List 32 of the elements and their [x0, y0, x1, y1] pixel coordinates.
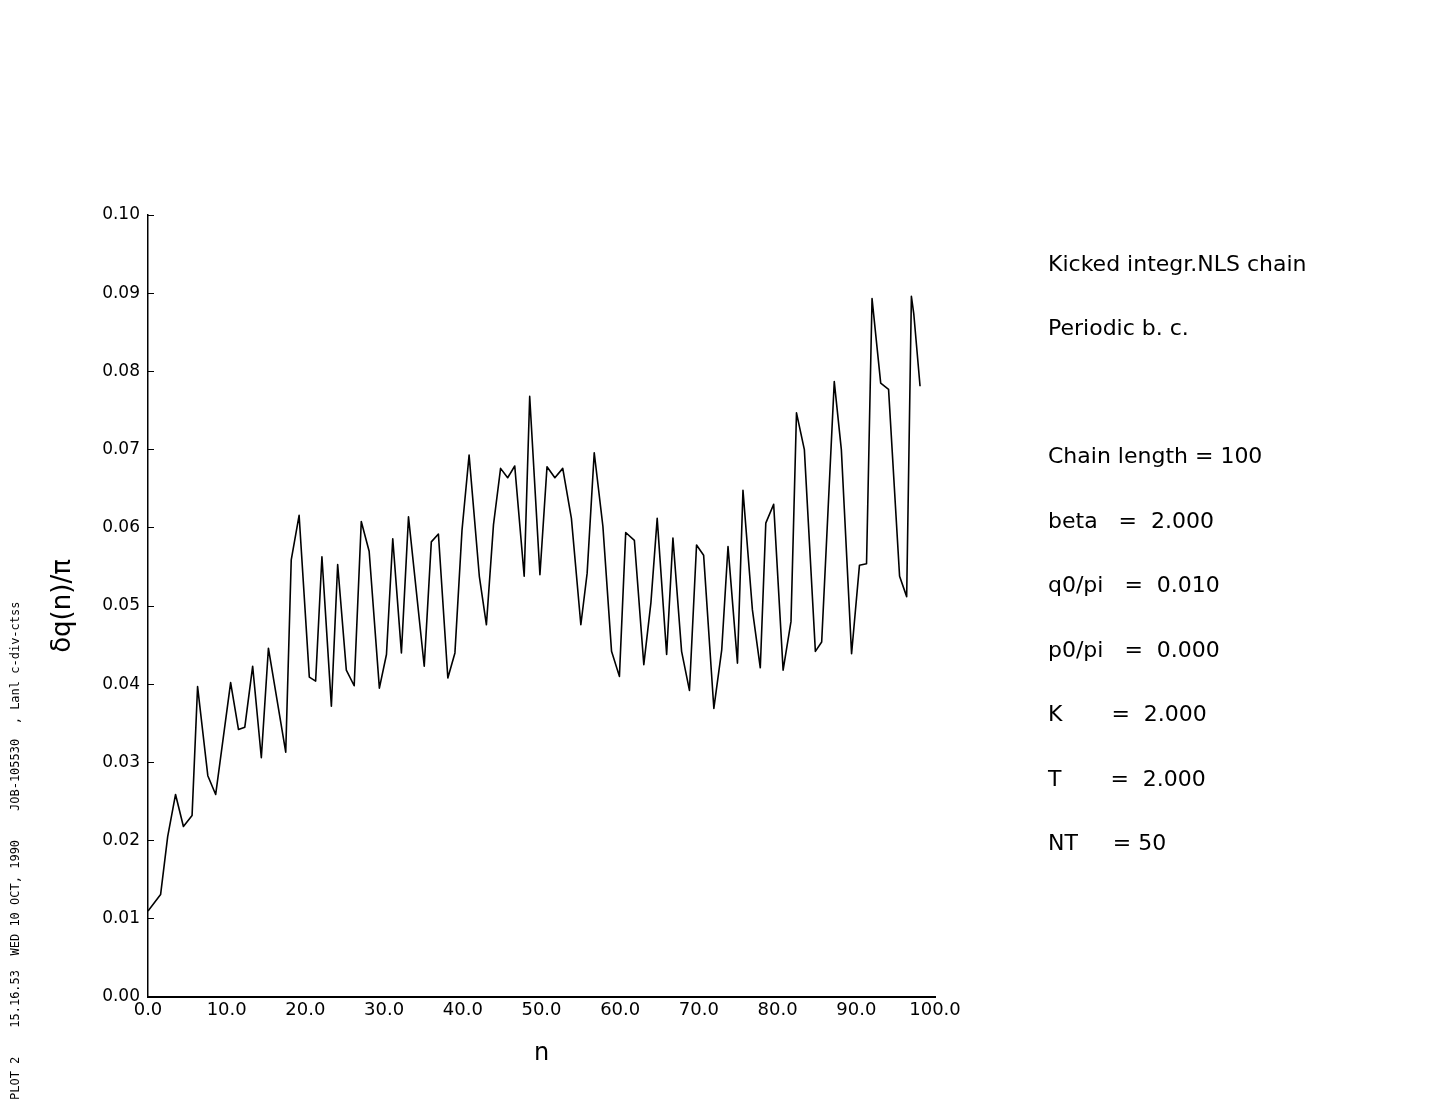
- text: p0/pi = 0.000: [1048, 636, 1220, 662]
- y-tick-label: 0.07: [102, 438, 140, 459]
- x-axis-title: n: [533, 1037, 550, 1066]
- y-tick-label: 0.02: [102, 829, 140, 850]
- y-tick-label: 0.10: [102, 203, 140, 224]
- x-tick-label: 20.0: [285, 998, 326, 1020]
- text: K = 2.000: [1048, 701, 1207, 727]
- text: NT = 50: [1048, 830, 1167, 856]
- x-tick-label: 50.0: [521, 998, 562, 1020]
- text: T = 2.000: [1047, 765, 1206, 791]
- y-tick-label: 0.06: [102, 516, 140, 537]
- text: Kicked integr.NLS chain: [1048, 250, 1307, 276]
- y-tick-label: 0.03: [102, 750, 140, 771]
- x-tick-label: 60.0: [600, 998, 641, 1020]
- y-tick-label: 0.04: [102, 672, 140, 693]
- x-tick-label: 100.0: [909, 998, 961, 1020]
- x-tick-label: 40.0: [442, 998, 483, 1020]
- x-tick-label: 70.0: [678, 998, 719, 1020]
- text: Chain length = 100: [1048, 443, 1263, 469]
- x-tick-label: 10.0: [206, 998, 247, 1020]
- x-tick-label: 30.0: [364, 998, 405, 1020]
- text: PLOT 2 15.16.53 WED 10 OCT, 1990 JOB-105530 , Lanl c-div-ctss: [8, 601, 23, 1100]
- text: q0/pi = 0.010: [1048, 572, 1220, 598]
- text: Periodic b. c.: [1048, 315, 1189, 341]
- y-tick-label: 0.08: [102, 359, 140, 380]
- x-tick-label: 90.0: [836, 998, 877, 1020]
- text: beta = 2.000: [1048, 507, 1214, 533]
- x-tick-label: 80.0: [757, 998, 798, 1020]
- y-tick-label: 0.09: [102, 281, 140, 302]
- y-tick-label: 0.05: [102, 594, 140, 615]
- y-axis-title: δq(n)/π: [46, 559, 77, 653]
- y-tick-label: 0.01: [102, 907, 140, 928]
